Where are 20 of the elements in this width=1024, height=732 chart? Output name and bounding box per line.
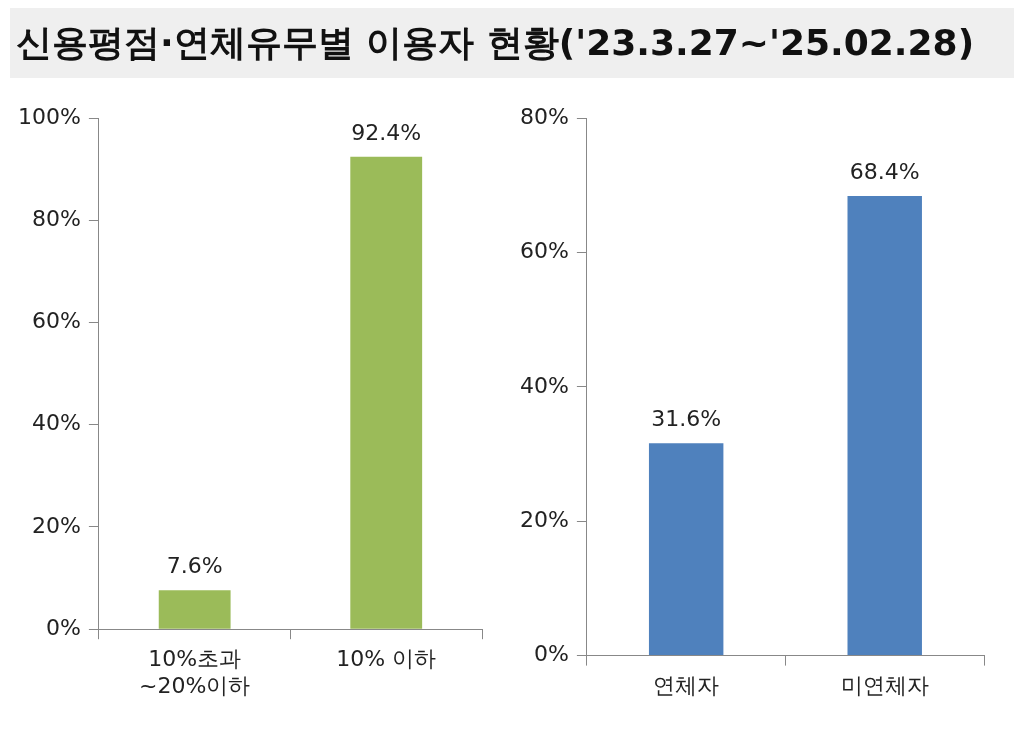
y-tick-label: 0% <box>533 641 569 667</box>
chart-title: 신용평점·연체유무별 이용자 현황('23.3.27~'25.02.28) <box>10 8 1014 78</box>
y-tick-label: 40% <box>519 372 569 398</box>
x-tick-label: 연체자 <box>653 672 720 698</box>
data-label: 31.6% <box>651 405 722 431</box>
y-tick-label: 60% <box>519 238 569 264</box>
y-tick-label: 20% <box>519 506 569 532</box>
x-tick-label: 10% 이하 <box>336 646 437 672</box>
y-tick-label: 0% <box>45 614 81 640</box>
y-tick-label: 80% <box>31 205 81 231</box>
y-tick-label: 40% <box>31 410 81 436</box>
data-label: 7.6% <box>166 553 223 579</box>
data-label: 68.4% <box>849 158 920 184</box>
y-tick-label: 20% <box>31 512 81 538</box>
y-tick-label: 60% <box>31 308 81 334</box>
y-tick-label: 80% <box>519 103 569 129</box>
x-tick-label: 10%초과 ~20%이하 <box>139 646 251 698</box>
data-label: 92.4% <box>351 119 422 145</box>
y-tick-label: 100% <box>17 103 81 129</box>
x-tick-label: 미연체자 <box>840 672 929 698</box>
